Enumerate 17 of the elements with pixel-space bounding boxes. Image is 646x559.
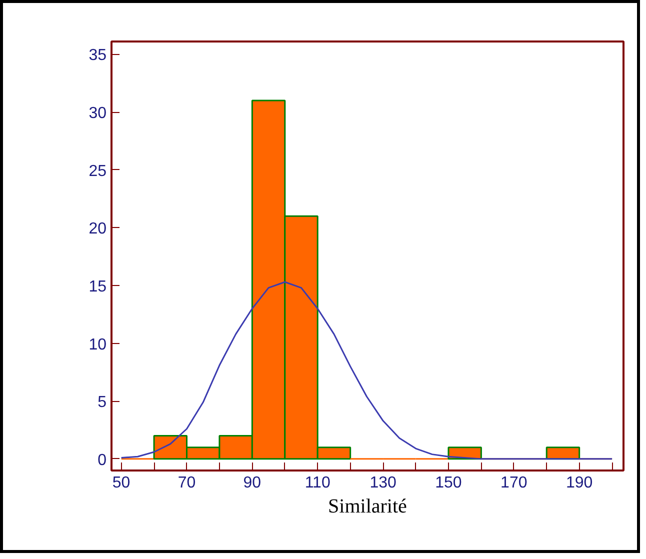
x-tick-label: 70	[178, 474, 196, 492]
y-tick-label: 30	[88, 105, 107, 122]
y-tick-label: 15	[88, 278, 107, 296]
x-tick-label: 50	[112, 474, 130, 492]
x-tick-label: 190	[566, 474, 593, 492]
y-tick-label: 5	[98, 394, 107, 412]
x-axis-title: Similarité	[328, 496, 408, 518]
y-tick-label: 0	[98, 452, 107, 469]
x-tick-label: 170	[500, 474, 528, 492]
y-tick-label: 10	[88, 336, 107, 354]
y-tick-label: 20	[88, 220, 107, 238]
y-tick-label: 35	[88, 47, 107, 64]
x-tick-label: 110	[304, 474, 330, 492]
y-tick-label: 25	[88, 162, 107, 180]
x-tick-label: 130	[370, 474, 396, 492]
x-tick-label: 150	[435, 474, 462, 492]
x-tick-label: 90	[243, 474, 262, 492]
